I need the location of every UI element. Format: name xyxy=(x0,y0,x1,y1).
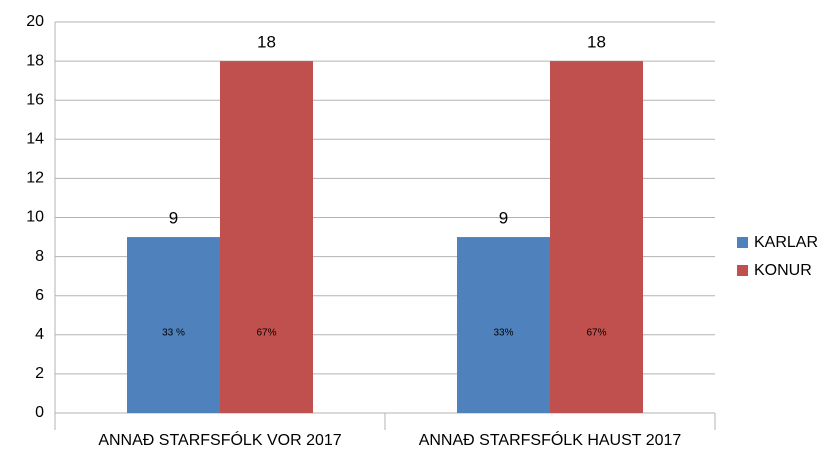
bar xyxy=(550,61,643,413)
y-tick-label: 10 xyxy=(26,209,44,226)
y-tick-label: 14 xyxy=(26,131,44,148)
legend-label: KARLAR xyxy=(754,234,818,251)
y-tick-label: 2 xyxy=(35,365,44,382)
legend-label: KONUR xyxy=(754,262,812,279)
y-tick-label: 20 xyxy=(26,13,44,30)
bar xyxy=(127,237,220,413)
y-tick-label: 4 xyxy=(35,326,44,343)
y-tick-label: 8 xyxy=(35,248,44,265)
y-tick-label: 18 xyxy=(26,52,44,69)
share-label: 33% xyxy=(493,327,513,338)
y-tick-label: 0 xyxy=(35,404,44,421)
value-label: 9 xyxy=(499,209,508,228)
share-label: 67% xyxy=(586,327,606,338)
legend-swatch xyxy=(737,237,748,248)
bar xyxy=(220,61,313,413)
share-label: 33 % xyxy=(162,327,185,338)
x-tick-label: ANNAÐ STARFSFÓLK HAUST 2017 xyxy=(419,430,682,449)
bar xyxy=(457,237,550,413)
y-tick-label: 6 xyxy=(35,287,44,304)
share-label: 67% xyxy=(256,327,276,338)
y-tick-label: 16 xyxy=(26,91,44,108)
legend-swatch xyxy=(737,265,748,276)
x-tick-label: ANNAÐ STARFSFÓLK VOR 2017 xyxy=(98,430,341,449)
value-label: 18 xyxy=(587,33,606,52)
y-tick-label: 12 xyxy=(26,170,44,187)
value-label: 18 xyxy=(257,33,276,52)
value-label: 9 xyxy=(169,209,178,228)
